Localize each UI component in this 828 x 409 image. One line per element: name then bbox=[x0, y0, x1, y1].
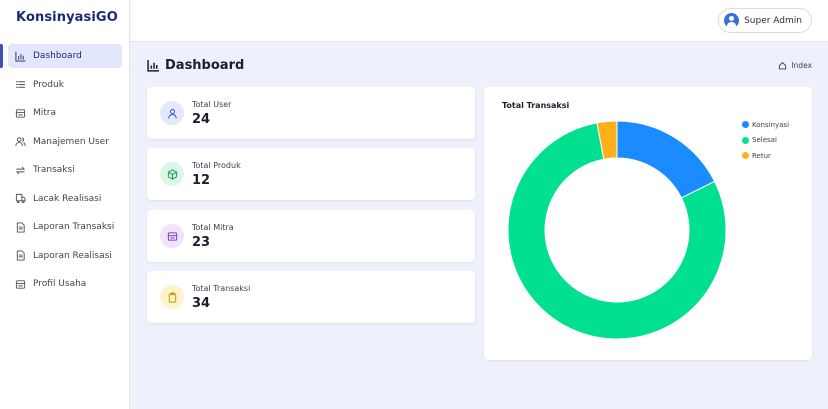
stat-icon-wrap bbox=[160, 224, 184, 248]
sidebar-item-label: Lacak Realisasi bbox=[33, 193, 102, 204]
legend-label: Retur bbox=[752, 151, 771, 160]
donut-slice-konsinyasi[interactable] bbox=[616, 120, 716, 199]
stat-value: 34 bbox=[192, 296, 211, 311]
sidebar-item-label: Manajemen User bbox=[33, 136, 109, 147]
sidebar-item-label: Laporan Transaksi bbox=[33, 222, 115, 232]
sidebar-item-laporan-transaksi[interactable]: Laporan Transaksi bbox=[8, 215, 122, 239]
legend-swatch bbox=[742, 136, 749, 144]
sidebar-item-manajemen-user[interactable]: Manajemen User bbox=[8, 130, 122, 154]
sidebar-item-produk[interactable]: Produk bbox=[8, 73, 122, 97]
sidebar: KonsinyasiGO Dashboard Produk Mitra Manajem… bbox=[0, 0, 130, 409]
legend-label: Konsinyasi bbox=[752, 120, 790, 129]
sidebar-nav: Dashboard Produk Mitra Manajemen User Transa… bbox=[0, 44, 130, 301]
nav-icon-wrap bbox=[15, 165, 26, 176]
user-name: Super Admin bbox=[744, 15, 802, 26]
nav-icon-wrap bbox=[15, 136, 26, 147]
users-icon bbox=[15, 137, 26, 147]
clipboard-icon bbox=[168, 291, 176, 303]
donut-chart bbox=[507, 120, 727, 340]
stat-icon-wrap bbox=[160, 285, 184, 309]
stat-value: 24 bbox=[192, 112, 211, 127]
stat-label: Total Produk bbox=[192, 161, 241, 170]
sidebar-item-label: Transaksi bbox=[33, 165, 75, 175]
chart-card: Total Transaksi Konsinyasi Selesai Retur bbox=[484, 87, 812, 360]
breadcrumb-item[interactable]: Index bbox=[791, 61, 812, 70]
sidebar-item-profil-usaha[interactable]: Profil Usaha bbox=[8, 272, 122, 296]
home-icon bbox=[779, 62, 787, 70]
document-icon bbox=[16, 221, 25, 233]
topbar: Super Admin bbox=[131, 0, 828, 42]
stat-icon-wrap bbox=[160, 162, 184, 186]
stat-label: Total Mitra bbox=[192, 223, 234, 232]
stat-card-total-user[interactable]: Total User 24 bbox=[147, 87, 475, 139]
legend-swatch bbox=[742, 152, 749, 160]
legend-swatch bbox=[742, 121, 749, 129]
stat-label: Total User bbox=[192, 100, 232, 109]
nav-icon-wrap bbox=[15, 193, 26, 204]
document-icon bbox=[16, 250, 25, 261]
legend-item-konsinyasi[interactable]: Konsinyasi bbox=[742, 117, 789, 133]
repeat-icon bbox=[16, 166, 25, 174]
list-icon bbox=[15, 81, 26, 88]
stat-icon-wrap bbox=[160, 101, 184, 125]
avatar-icon bbox=[724, 13, 740, 28]
nav-icon-wrap bbox=[15, 50, 26, 62]
breadcrumb: Index bbox=[778, 61, 812, 70]
bar-chart-icon bbox=[15, 50, 26, 62]
donut-slice-selesai[interactable] bbox=[507, 122, 727, 340]
page-title: Dashboard bbox=[147, 58, 244, 73]
stat-value: 23 bbox=[192, 235, 211, 250]
sidebar-item-dashboard[interactable]: Dashboard bbox=[0, 44, 122, 68]
nav-icon-wrap bbox=[15, 250, 26, 261]
stat-value: 12 bbox=[192, 173, 211, 188]
stat-card-total-mitra[interactable]: Total Mitra 23 bbox=[147, 210, 475, 262]
sidebar-item-mitra[interactable]: Mitra bbox=[8, 101, 122, 125]
sidebar-item-label: Produk bbox=[33, 79, 64, 90]
store-icon bbox=[15, 279, 26, 289]
nav-icon-wrap bbox=[15, 79, 26, 90]
chart-title: Total Transaksi bbox=[502, 101, 570, 110]
truck-icon bbox=[15, 193, 26, 204]
user-icon bbox=[167, 108, 177, 119]
store-icon bbox=[15, 108, 26, 118]
user-menu-button[interactable]: Super Admin bbox=[718, 8, 812, 33]
sidebar-item-laporan-realisasi[interactable]: Laporan Realisasi bbox=[8, 244, 122, 268]
legend-item-selesai[interactable]: Selesai bbox=[742, 133, 789, 149]
legend-label: Selesai bbox=[752, 136, 777, 145]
legend-item-retur[interactable]: Retur bbox=[742, 148, 789, 164]
store-icon bbox=[167, 231, 177, 241]
nav-icon-wrap bbox=[15, 108, 26, 119]
nav-icon-wrap bbox=[15, 279, 26, 290]
bar-chart-icon bbox=[147, 60, 159, 72]
stat-label: Total Transaksi bbox=[192, 284, 251, 293]
brand-logo[interactable]: KonsinyasiGO bbox=[16, 10, 118, 25]
box-icon bbox=[167, 168, 177, 180]
sidebar-item-lacak-realisasi[interactable]: Lacak Realisasi bbox=[8, 187, 122, 211]
donut-slice-retur[interactable] bbox=[596, 120, 618, 160]
stat-card-total-transaksi[interactable]: Total Transaksi 34 bbox=[147, 271, 475, 323]
nav-icon-wrap bbox=[15, 221, 26, 233]
sidebar-item-label: Dashboard bbox=[33, 51, 82, 61]
page-title-text: Dashboard bbox=[165, 58, 245, 73]
stat-card-total-produk[interactable]: Total Produk 12 bbox=[147, 148, 475, 200]
sidebar-item-label: Profil Usaha bbox=[33, 279, 87, 289]
sidebar-item-transaksi[interactable]: Transaksi bbox=[8, 158, 122, 182]
chart-legend: Konsinyasi Selesai Retur bbox=[742, 117, 789, 164]
sidebar-item-label: Mitra bbox=[33, 108, 57, 118]
sidebar-item-label: Laporan Realisasi bbox=[33, 250, 112, 261]
